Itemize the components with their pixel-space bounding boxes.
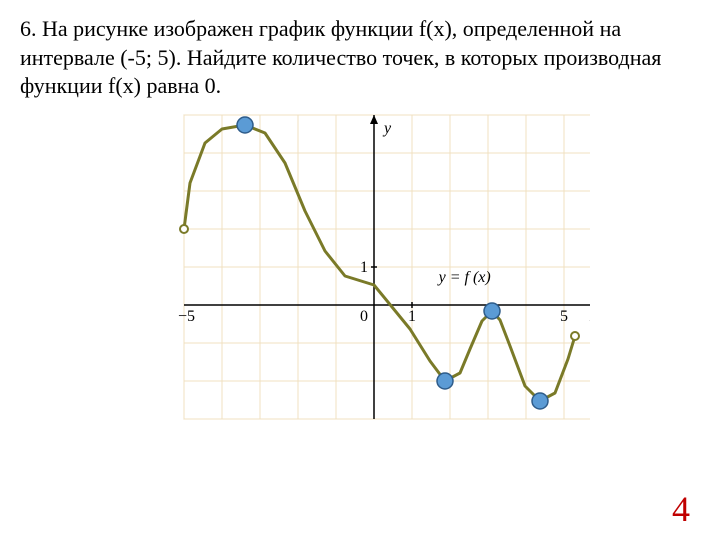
svg-text:0: 0 [360,308,368,325]
svg-text:1: 1 [360,259,368,276]
svg-text:y: y [382,120,392,137]
function-chart: y x 1 0 1 −5 5 y = f (x) [130,111,590,441]
svg-text:1: 1 [408,308,416,325]
answer-value: 4 [672,488,690,530]
svg-text:y = f (x): y = f (x) [437,269,491,286]
svg-text:x: x [589,308,590,325]
svg-text:5: 5 [560,308,568,325]
svg-text:−5: −5 [178,308,195,325]
chart-container: y x 1 0 1 −5 5 y = f (x) [20,111,700,441]
problem-text: 6. На рисунке изображен график функции f… [20,15,700,101]
